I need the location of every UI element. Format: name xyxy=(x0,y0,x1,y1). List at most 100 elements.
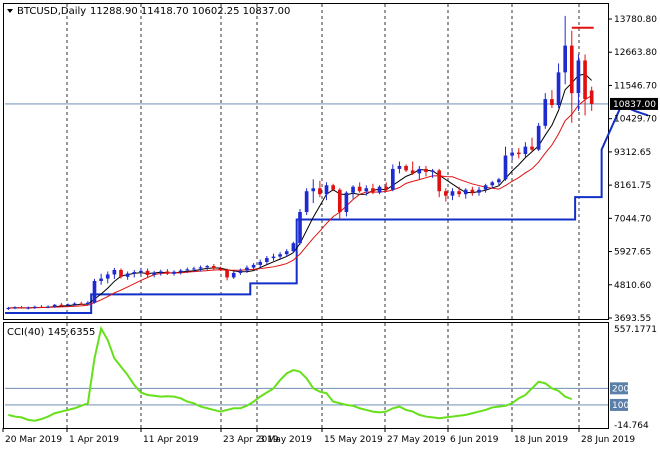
candle-body xyxy=(503,155,508,180)
candle xyxy=(205,264,210,271)
candle xyxy=(463,188,468,199)
candle xyxy=(231,270,236,279)
candle xyxy=(430,168,435,178)
candle-body xyxy=(26,307,31,309)
candle xyxy=(510,148,514,161)
current-price-badge: 10837.00 xyxy=(610,97,658,110)
candle-body xyxy=(331,185,335,190)
candle-body xyxy=(158,271,163,273)
candle-body xyxy=(477,189,481,193)
stop-line-path xyxy=(5,103,649,315)
candle xyxy=(497,177,501,186)
candle xyxy=(523,142,528,158)
candle-body xyxy=(483,185,488,190)
candle xyxy=(377,185,382,195)
candle xyxy=(119,268,123,279)
candle-body xyxy=(79,303,84,305)
candle-body xyxy=(284,251,289,255)
candle-body xyxy=(211,266,216,269)
candle xyxy=(311,179,316,204)
candle-body xyxy=(516,152,521,155)
candle xyxy=(324,182,329,201)
candle-body xyxy=(384,186,389,190)
candle xyxy=(152,270,156,278)
level-label-box xyxy=(610,398,628,411)
candle-body xyxy=(410,170,415,174)
candle xyxy=(291,241,296,254)
candle-body xyxy=(105,274,110,279)
candle xyxy=(265,256,269,265)
candle xyxy=(490,180,495,189)
candle xyxy=(331,183,335,192)
candle-body xyxy=(192,268,196,270)
symbol-dropdown-icon[interactable] xyxy=(7,9,13,13)
candles xyxy=(6,15,594,311)
candle-body xyxy=(178,270,183,272)
candle xyxy=(390,164,395,192)
time-tick-label: 27 May 2019 xyxy=(387,435,446,445)
candle-body xyxy=(6,308,11,310)
price-tick-label: 9312.65 xyxy=(614,148,651,158)
candle-body xyxy=(357,186,362,192)
ohlc-values: 11288.90 11418.70 10602.25 10837.00 xyxy=(90,6,290,17)
candle xyxy=(563,15,567,85)
candle xyxy=(46,305,50,309)
candle-body xyxy=(86,302,90,305)
candle xyxy=(172,270,176,276)
candle-body xyxy=(563,45,567,73)
candle-body xyxy=(371,188,375,193)
time-tick-label: 20 Mar 2019 xyxy=(5,435,62,445)
candle xyxy=(59,302,64,307)
candle-body xyxy=(145,270,150,276)
time-tick-label: 1 Apr 2019 xyxy=(69,435,119,445)
candle xyxy=(66,303,70,307)
candle xyxy=(344,191,349,217)
candle-body xyxy=(397,165,402,169)
time-tick-label: 6 Jun 2019 xyxy=(450,435,499,445)
time-tick-label: 18 Jun 2019 xyxy=(514,435,568,445)
candle-body xyxy=(556,72,561,106)
candle xyxy=(444,188,448,202)
candle-body xyxy=(344,192,349,213)
stop-line xyxy=(5,103,649,315)
candle-body xyxy=(497,179,501,183)
candle xyxy=(105,271,110,284)
candle xyxy=(337,188,342,220)
candle-body xyxy=(583,60,587,100)
price-tick-label: 5927.65 xyxy=(614,248,651,258)
candle-body xyxy=(125,273,130,277)
candle xyxy=(530,137,534,152)
candle-body xyxy=(463,189,468,195)
candle xyxy=(258,259,263,267)
candle xyxy=(364,185,369,196)
candle xyxy=(417,165,422,180)
candle xyxy=(99,273,103,285)
price-panel xyxy=(3,3,609,320)
candle xyxy=(298,209,302,245)
candle-body xyxy=(39,306,44,308)
candle xyxy=(33,305,37,309)
candle-body xyxy=(271,256,276,259)
candle-body xyxy=(198,267,203,269)
candle-body xyxy=(437,170,442,192)
candle xyxy=(384,182,389,192)
candle xyxy=(238,268,243,276)
current-price-label: 10837.00 xyxy=(613,100,656,110)
candle xyxy=(304,188,309,215)
time-tick-label: 11 Apr 2019 xyxy=(143,435,199,445)
candle-body xyxy=(430,170,435,172)
candle-body xyxy=(457,191,461,195)
candle xyxy=(198,265,203,272)
candle-body xyxy=(139,270,143,273)
candle-body xyxy=(265,258,269,262)
candle-body xyxy=(46,306,50,308)
candle-body xyxy=(576,60,581,94)
indicator-title: CCI(40) 145.6355 xyxy=(7,327,95,338)
time-tick-label: 15 May 2019 xyxy=(324,435,383,445)
candle-body xyxy=(99,278,103,281)
candle-body xyxy=(251,264,256,268)
price-tick-label: 10429.70 xyxy=(614,115,657,125)
candle xyxy=(457,186,461,198)
candle-body xyxy=(543,99,548,126)
